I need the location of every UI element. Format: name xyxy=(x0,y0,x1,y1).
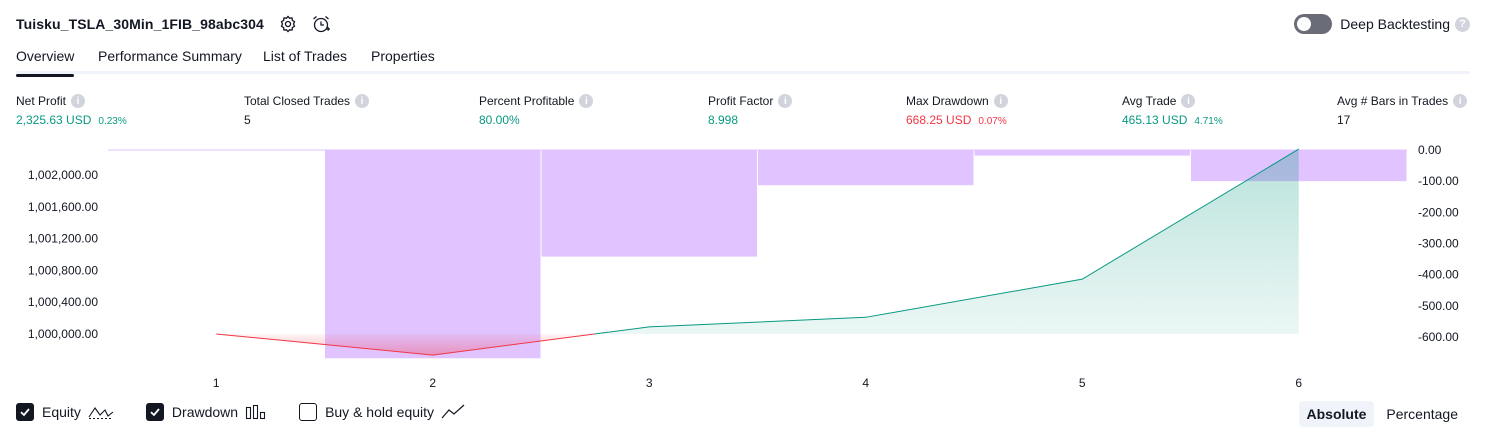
metric-avg-trade: Avg Trade i 465.13 USD 4.71% xyxy=(1122,94,1223,127)
view-mode-switch: Absolute Percentage xyxy=(1295,401,1467,427)
metric-avg-bars-in-trades: Avg # Bars in Trades i 17 xyxy=(1337,94,1468,127)
x-axis-tick: 3 xyxy=(646,376,653,390)
legend-drawdown[interactable]: Drawdown xyxy=(145,403,267,421)
metric-net-profit: Net Profit i 2,325.63 USD 0.23% xyxy=(16,94,127,127)
metric-percent: 4.71% xyxy=(1194,116,1223,127)
equity-checkbox[interactable] xyxy=(16,403,34,421)
info-icon[interactable]: i xyxy=(778,94,793,108)
buy-hold-checkbox[interactable] xyxy=(299,403,318,421)
drawdown-bar[interactable] xyxy=(974,150,1191,156)
info-icon[interactable]: i xyxy=(1181,94,1196,108)
legend-label: Equity xyxy=(42,404,81,420)
chart-legend: Equity Drawdown Buy & hold equity xyxy=(16,403,497,421)
x-axis-tick: 2 xyxy=(429,376,436,390)
line-chart-icon xyxy=(88,404,114,420)
metric-label: Total Closed Trades xyxy=(244,94,351,108)
bar-chart-icon xyxy=(245,404,267,420)
info-icon[interactable]: i xyxy=(579,94,594,108)
deep-backtesting-control: Deep Backtesting ? xyxy=(1294,14,1470,34)
tab-bar: Overview Performance Summary List of Tra… xyxy=(16,44,1470,77)
left-axis-tick: 1,000,000.00 xyxy=(28,327,98,341)
equity-loss-area xyxy=(216,334,595,356)
metric-value: 668.25 USD xyxy=(906,113,972,127)
metric-value: 465.13 USD xyxy=(1122,113,1188,127)
left-axis-tick: 1,001,200.00 xyxy=(28,232,98,246)
legend-label: Drawdown xyxy=(171,404,239,420)
drawdown-bar[interactable] xyxy=(541,150,758,257)
equity-gain-area xyxy=(594,149,1299,334)
left-axis-tick: 1,000,800.00 xyxy=(28,263,98,277)
drawdown-checkbox[interactable] xyxy=(145,403,164,421)
trend-line-icon xyxy=(441,404,465,420)
metric-percent: 0.07% xyxy=(978,116,1007,127)
right-axis-tick: -200.00 xyxy=(1418,205,1459,219)
strategy-header: Tuisku_TSLA_30Min_1FIB_98abc304 xyxy=(16,12,331,36)
metric-label: Avg Trade xyxy=(1122,94,1177,108)
gear-icon[interactable] xyxy=(278,14,298,34)
x-axis-tick: 1 xyxy=(213,376,220,390)
metric-value: 5 xyxy=(244,113,251,127)
x-axis-tick: 5 xyxy=(1079,376,1086,390)
right-axis-tick: -500.00 xyxy=(1418,299,1459,313)
metric-label: Net Profit xyxy=(16,94,67,108)
metric-value: 2,325.63 USD xyxy=(16,113,92,127)
tab-overview[interactable]: Overview xyxy=(16,48,75,77)
info-icon[interactable]: i xyxy=(355,94,370,108)
help-icon[interactable]: ? xyxy=(1455,16,1470,32)
deep-backtesting-label: Deep Backtesting xyxy=(1340,16,1450,32)
metric-percent-profitable: Percent Profitable i 80.00% xyxy=(479,94,594,127)
metric-max-drawdown: Max Drawdown i 668.25 USD 0.07% xyxy=(906,94,1008,127)
left-axis-tick: 1,000,400.00 xyxy=(28,295,98,309)
right-axis-tick: -400.00 xyxy=(1418,268,1459,282)
deep-backtesting-toggle[interactable] xyxy=(1294,14,1333,34)
x-axis-tick: 4 xyxy=(862,376,869,390)
metric-value: 80.00% xyxy=(479,113,520,127)
info-icon[interactable]: i xyxy=(71,94,86,108)
metric-profit-factor: Profit Factor i 8.998 xyxy=(708,94,793,127)
info-icon[interactable]: i xyxy=(993,94,1008,108)
equity-drawdown-chart: 1,002,000.00 1,001,600.00 1,001,200.00 1,00… xyxy=(28,143,1459,390)
tab-list-of-trades[interactable]: List of Trades xyxy=(263,48,348,64)
legend-equity[interactable]: Equity xyxy=(16,403,114,421)
metric-label: Profit Factor xyxy=(708,94,774,108)
x-axis-tick: 6 xyxy=(1295,376,1302,390)
metric-label: Avg # Bars in Trades xyxy=(1337,94,1449,108)
right-axis-tick: 0.00 xyxy=(1418,143,1442,157)
left-axis-tick: 1,002,000.00 xyxy=(28,168,98,182)
percentage-button[interactable]: Percentage xyxy=(1386,406,1458,422)
right-axis-tick: -300.00 xyxy=(1418,237,1459,251)
left-axis-tick: 1,001,600.00 xyxy=(28,200,98,214)
strategy-title: Tuisku_TSLA_30Min_1FIB_98abc304 xyxy=(16,16,264,32)
info-icon[interactable]: i xyxy=(1453,94,1468,108)
drawdown-bar[interactable] xyxy=(325,150,541,359)
drawdown-bar[interactable] xyxy=(758,150,974,186)
legend-buy-hold-equity[interactable]: Buy & hold equity xyxy=(299,403,465,421)
metric-percent: 0.23% xyxy=(98,116,127,127)
metric-total-closed-trades: Total Closed Trades i 5 xyxy=(244,94,370,127)
metric-label: Percent Profitable xyxy=(479,94,575,108)
absolute-button[interactable]: Absolute xyxy=(1298,401,1375,427)
tab-performance-summary[interactable]: Performance Summary xyxy=(98,48,242,64)
alarm-clock-add-icon[interactable] xyxy=(311,14,331,34)
equity-line-gain xyxy=(594,148,1300,335)
right-axis-tick: -100.00 xyxy=(1418,174,1459,188)
legend-label: Buy & hold equity xyxy=(325,404,435,420)
metric-value: 17 xyxy=(1337,113,1351,127)
tab-properties[interactable]: Properties xyxy=(371,48,435,64)
metric-label: Max Drawdown xyxy=(906,94,989,108)
metric-value: 8.998 xyxy=(708,113,739,127)
right-axis-tick: -600.00 xyxy=(1418,330,1459,344)
equity-line-loss xyxy=(216,333,595,356)
